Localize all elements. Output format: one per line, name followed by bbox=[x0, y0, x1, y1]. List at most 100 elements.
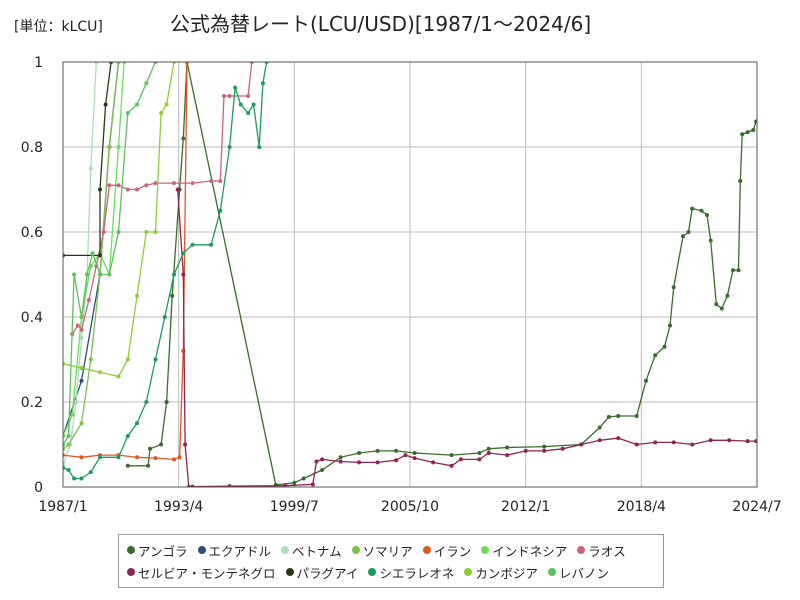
series-line bbox=[71, 62, 253, 335]
data-point bbox=[542, 448, 547, 453]
legend-label: ベトナム bbox=[292, 543, 342, 559]
data-point bbox=[125, 463, 130, 468]
data-point bbox=[653, 440, 658, 445]
legend-item: レバノン bbox=[547, 561, 609, 583]
data-point bbox=[283, 483, 288, 487]
legend-marker bbox=[197, 546, 206, 554]
series-11 bbox=[63, 62, 176, 379]
series-9 bbox=[63, 62, 114, 258]
legend-marker bbox=[127, 546, 135, 554]
data-point bbox=[634, 414, 639, 418]
data-point bbox=[90, 251, 95, 256]
data-point bbox=[671, 285, 676, 290]
data-point bbox=[153, 181, 158, 186]
data-point bbox=[146, 463, 151, 468]
legend-marker bbox=[281, 546, 290, 554]
data-point bbox=[719, 306, 724, 311]
data-point bbox=[644, 378, 648, 383]
data-point bbox=[181, 251, 186, 256]
data-point bbox=[125, 357, 130, 362]
data-point bbox=[708, 238, 713, 243]
data-point bbox=[690, 442, 695, 447]
data-point bbox=[745, 130, 750, 135]
data-point bbox=[190, 181, 195, 186]
data-point bbox=[88, 470, 93, 475]
data-point bbox=[477, 457, 482, 462]
data-point bbox=[72, 476, 77, 481]
y-tick-label: 0.8 bbox=[21, 140, 43, 156]
series-line bbox=[63, 62, 97, 467]
data-point bbox=[690, 206, 695, 211]
x-tick-label: 2024/7 bbox=[732, 499, 781, 515]
legend-label: ラオス bbox=[588, 543, 626, 559]
x-tick-label: 2018/4 bbox=[617, 499, 666, 515]
data-point bbox=[725, 293, 730, 298]
plot-frame bbox=[62, 61, 758, 488]
data-point bbox=[116, 455, 121, 460]
legend-item: パラグアイ bbox=[285, 561, 358, 583]
data-point bbox=[505, 445, 510, 450]
data-point bbox=[727, 438, 732, 443]
data-point bbox=[79, 421, 84, 426]
data-point bbox=[98, 370, 102, 375]
data-point bbox=[740, 132, 745, 137]
data-point bbox=[394, 458, 399, 463]
x-tick-label: 1993/4 bbox=[154, 499, 203, 515]
data-point bbox=[79, 315, 84, 319]
data-point bbox=[144, 81, 149, 86]
data-point bbox=[153, 357, 158, 362]
data-point bbox=[449, 463, 454, 468]
data-point bbox=[85, 272, 90, 277]
data-point bbox=[730, 268, 735, 273]
data-point bbox=[181, 136, 186, 141]
series-8 bbox=[175, 187, 757, 487]
legend-label: イラン bbox=[433, 543, 472, 559]
data-point bbox=[74, 400, 78, 404]
data-point bbox=[338, 459, 343, 464]
data-point bbox=[458, 457, 463, 462]
series-line bbox=[63, 62, 188, 461]
data-point bbox=[79, 455, 84, 460]
data-point bbox=[412, 451, 417, 455]
data-point bbox=[606, 414, 611, 419]
data-point bbox=[292, 480, 297, 485]
data-point bbox=[597, 425, 602, 430]
data-point bbox=[523, 448, 528, 453]
data-point bbox=[634, 442, 639, 447]
line-chart: 1987/1 1993/4 1999/7 2005/10 2012/1 2018/4 202… bbox=[21, 55, 782, 515]
data-point bbox=[560, 446, 565, 451]
data-point bbox=[357, 460, 362, 465]
data-point bbox=[98, 187, 102, 192]
data-point bbox=[116, 183, 121, 188]
data-point bbox=[218, 179, 223, 183]
data-point bbox=[66, 442, 71, 447]
data-point bbox=[70, 412, 75, 417]
data-point bbox=[338, 455, 343, 460]
data-point bbox=[86, 298, 91, 302]
data-point bbox=[98, 253, 102, 258]
series-1 bbox=[125, 62, 757, 487]
legend-label: セルビア・モンテネグロ bbox=[138, 565, 276, 581]
data-point bbox=[233, 85, 238, 90]
legend-item: イラン bbox=[422, 539, 472, 561]
data-point bbox=[314, 459, 319, 464]
data-point bbox=[751, 128, 756, 132]
legend-item: シエラレオネ bbox=[368, 561, 454, 583]
x-tick-label: 2005/10 bbox=[381, 499, 439, 515]
data-point bbox=[153, 230, 158, 234]
x-tick-label: 2012/1 bbox=[501, 499, 550, 515]
data-point bbox=[431, 460, 436, 465]
data-point bbox=[125, 111, 130, 115]
y-tick-label: 1 bbox=[34, 55, 43, 71]
data-point bbox=[79, 327, 84, 332]
data-point bbox=[222, 94, 226, 98]
data-point bbox=[148, 446, 152, 451]
data-point bbox=[190, 484, 195, 487]
data-point bbox=[88, 166, 93, 171]
y-tick-label: 0.6 bbox=[21, 225, 43, 241]
y-tick-label: 0.2 bbox=[21, 395, 43, 411]
data-point bbox=[66, 434, 71, 438]
data-point bbox=[125, 187, 130, 192]
data-point bbox=[357, 451, 362, 455]
legend-marker bbox=[464, 568, 473, 576]
